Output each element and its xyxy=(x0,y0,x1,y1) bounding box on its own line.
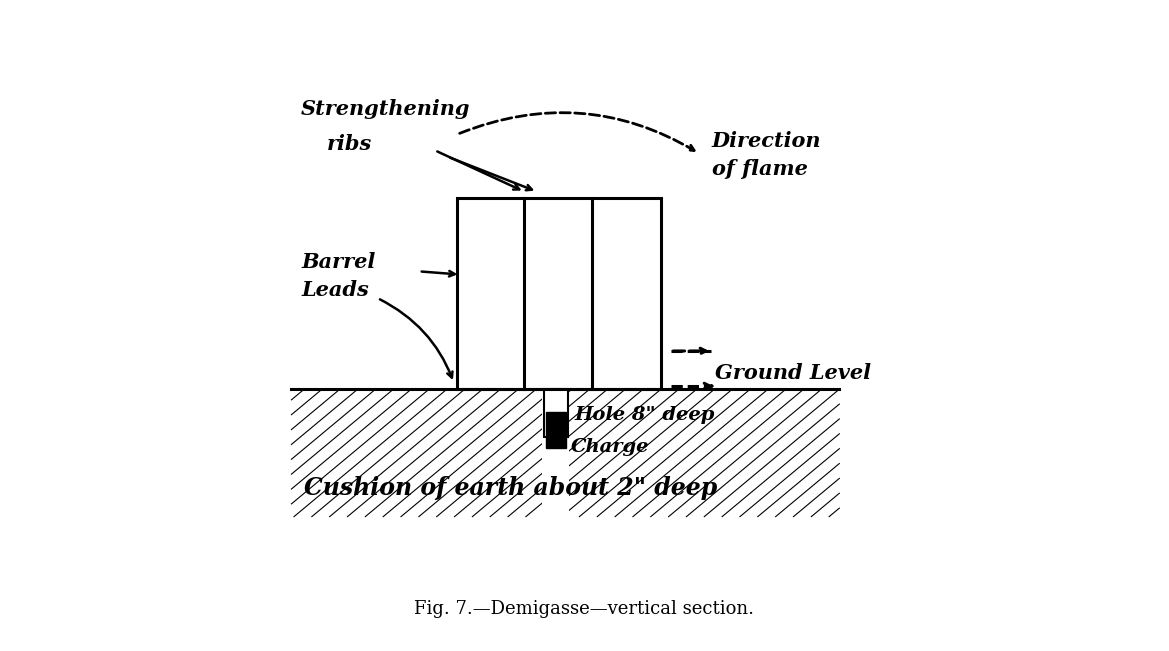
Text: Hole 8" deep: Hole 8" deep xyxy=(574,406,714,424)
Text: ribs: ribs xyxy=(326,134,372,154)
Text: Charge: Charge xyxy=(572,437,650,456)
Bar xyxy=(457,198,660,389)
Text: Direction: Direction xyxy=(712,131,822,151)
Text: Leads: Leads xyxy=(300,281,368,301)
Bar xyxy=(546,413,566,447)
Text: Ground Level: Ground Level xyxy=(715,363,871,383)
Text: Barrel: Barrel xyxy=(300,252,375,271)
Bar xyxy=(542,383,569,523)
Text: of flame: of flame xyxy=(712,159,808,180)
Text: Fig. 7.—Demigasse—vertical section.: Fig. 7.—Demigasse—vertical section. xyxy=(415,600,754,618)
Text: Strengthening: Strengthening xyxy=(300,99,470,119)
Bar xyxy=(544,389,568,437)
Text: Cushion of earth about 2" deep: Cushion of earth about 2" deep xyxy=(304,476,718,500)
